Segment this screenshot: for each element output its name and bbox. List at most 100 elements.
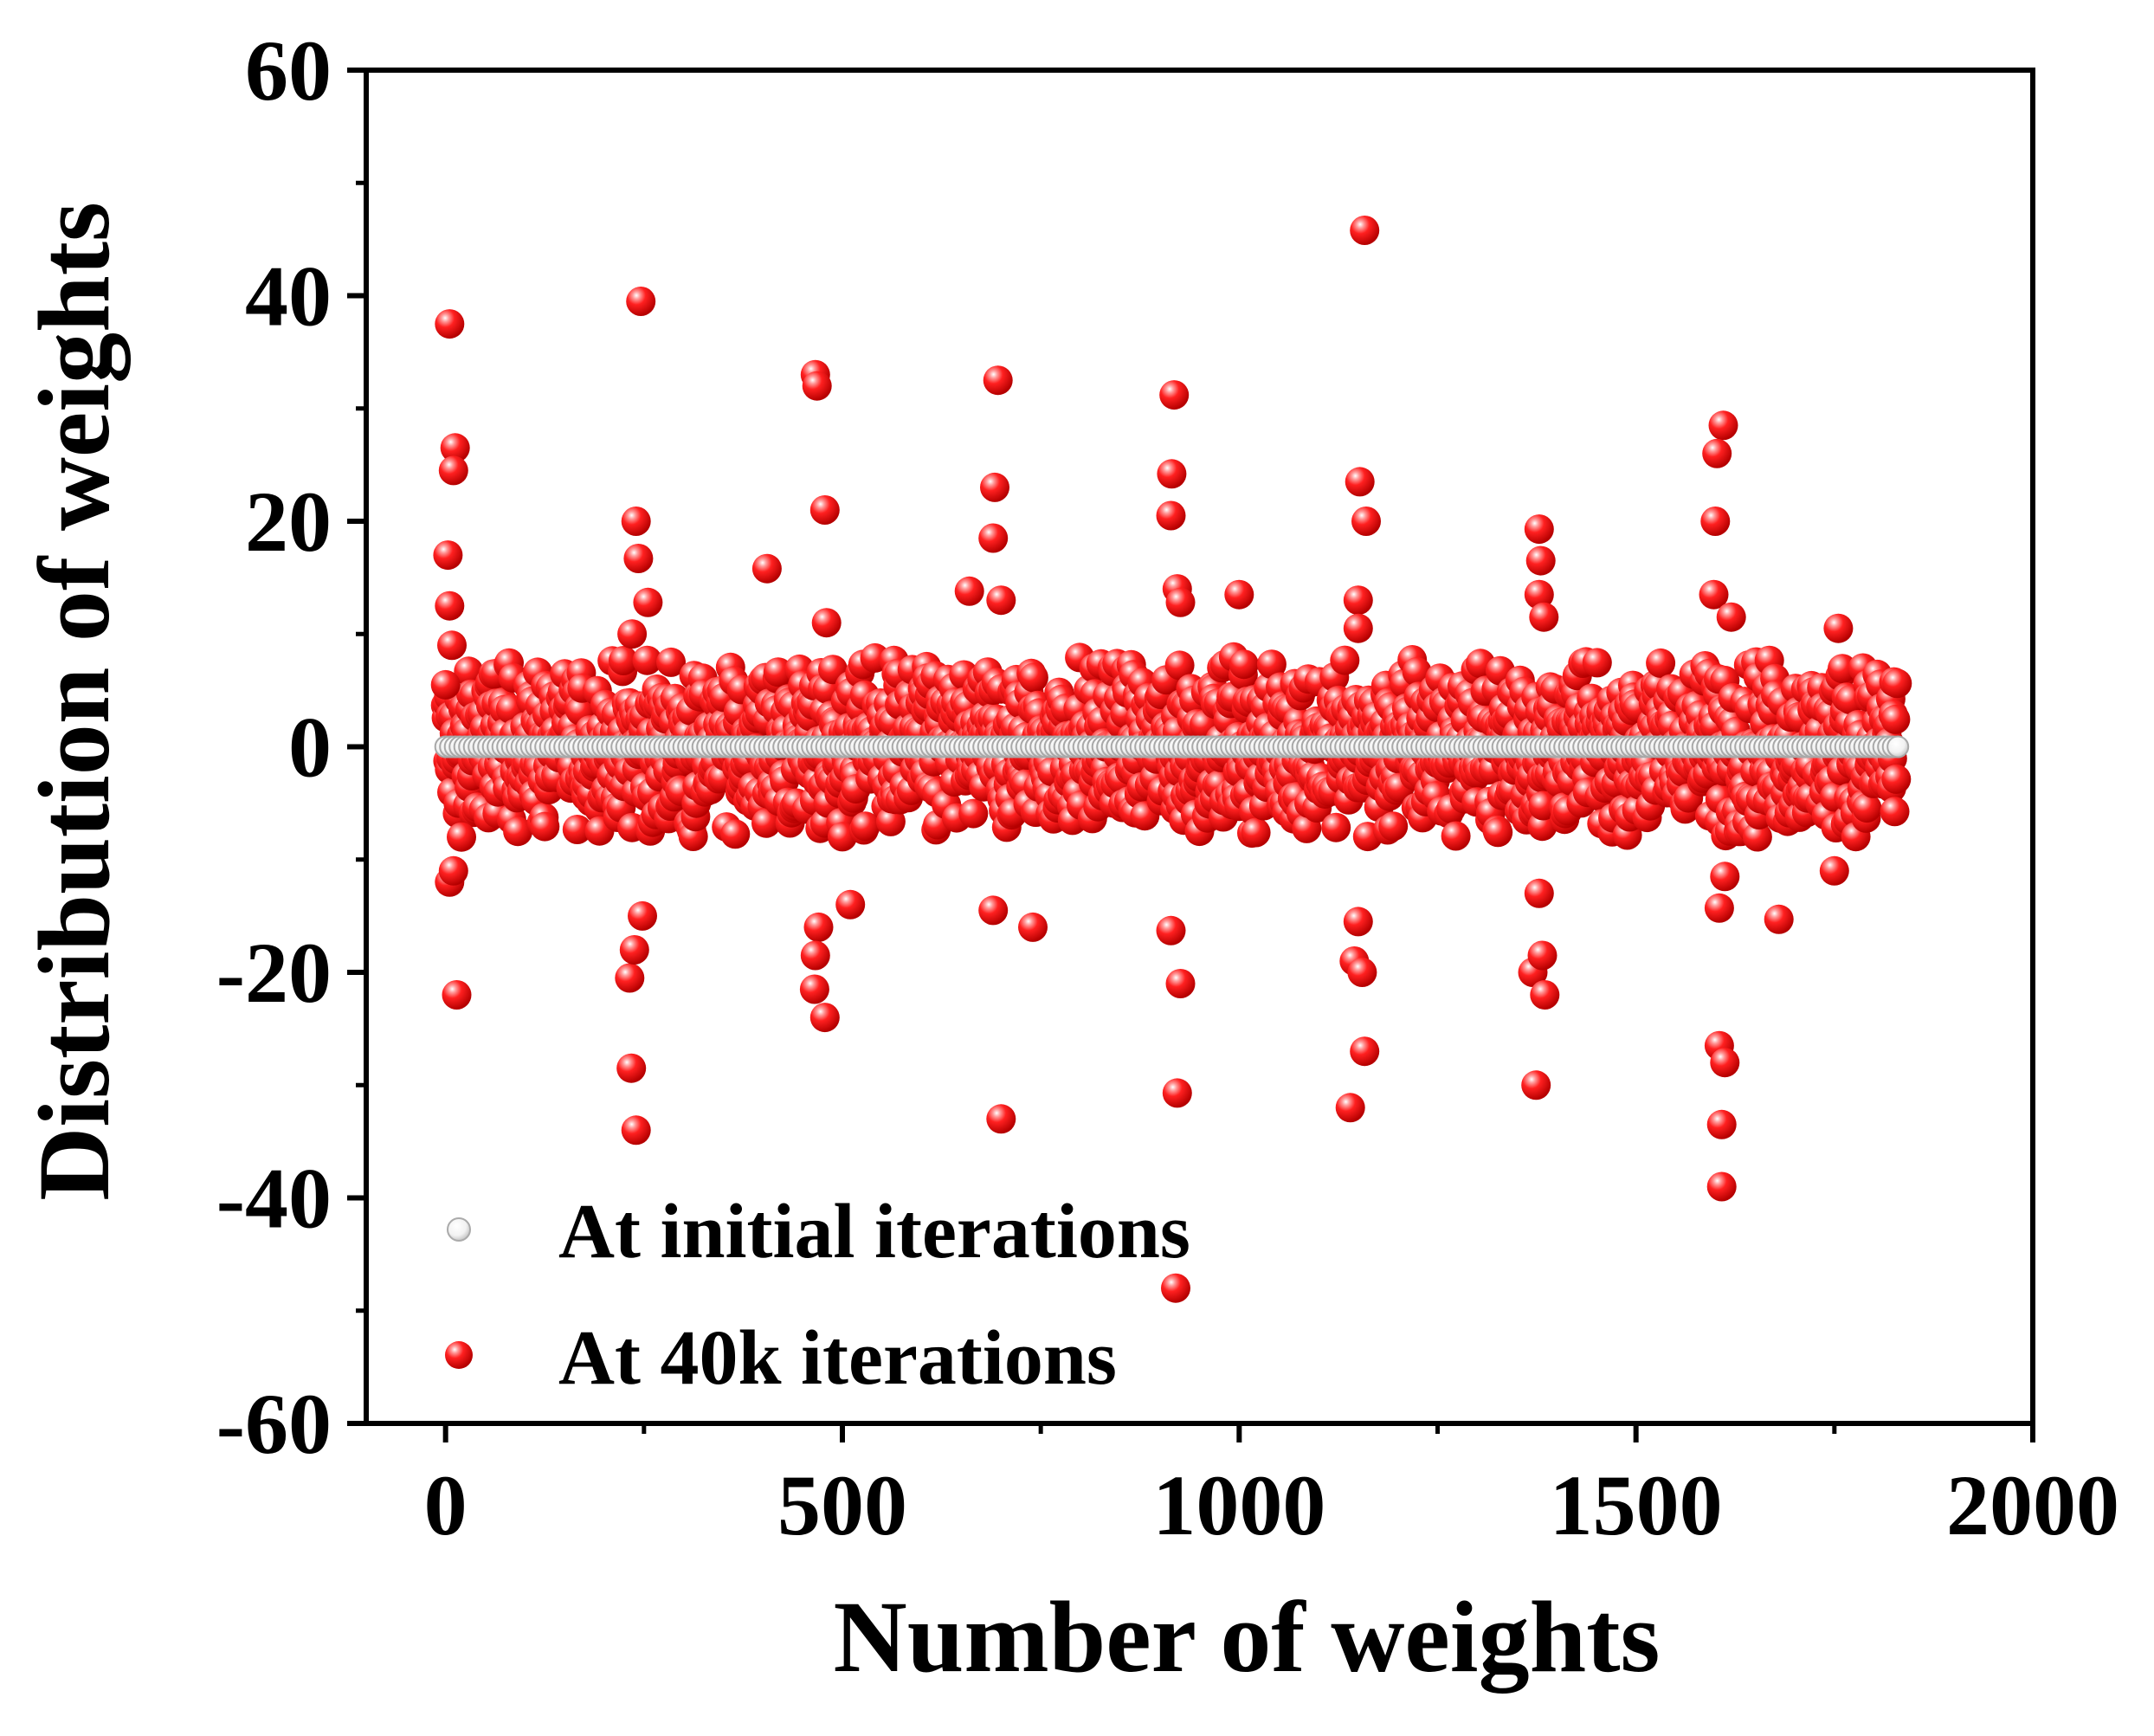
point-40k <box>1852 793 1882 823</box>
point-40k <box>1828 654 1857 684</box>
legend-item-initial: At initial iterations <box>447 1189 1190 1275</box>
point-40k <box>1343 585 1373 616</box>
x-tick-label: 500 <box>777 1457 907 1553</box>
point-40k <box>632 645 662 675</box>
point-40k <box>435 590 465 621</box>
point-40k <box>1524 878 1554 908</box>
x-axis-title: Number of weights <box>834 1580 1661 1694</box>
point-40k <box>1165 587 1196 617</box>
legend-item-40k: At 40k iterations <box>445 1315 1117 1401</box>
point-40k <box>954 576 984 606</box>
point-40k <box>1161 1273 1190 1303</box>
point-40k <box>616 1053 647 1083</box>
point-40k <box>1378 811 1409 842</box>
point-40k <box>802 371 832 401</box>
plot-area <box>364 68 2035 1426</box>
point-40k <box>1343 907 1373 937</box>
x-tick-label: 1000 <box>1152 1457 1325 1553</box>
point-40k <box>1882 668 1912 699</box>
point-40k <box>1524 579 1554 610</box>
point-40k <box>799 974 829 1004</box>
point-40k <box>621 507 651 536</box>
y-tick-label: 60 <box>245 23 332 119</box>
point-40k <box>1582 648 1612 678</box>
point-40k <box>1702 438 1732 468</box>
point-40k <box>440 433 470 463</box>
point-40k <box>435 309 465 339</box>
point-40k <box>623 544 654 573</box>
point-40k <box>1764 904 1794 934</box>
legend-label-initial: At initial iterations <box>558 1189 1190 1275</box>
x-tick-label: 1500 <box>1550 1457 1723 1553</box>
point-40k <box>1345 467 1375 497</box>
point-initial <box>1886 735 1910 758</box>
point-40k <box>1157 459 1187 489</box>
point-40k <box>809 495 840 525</box>
point-40k <box>803 912 834 942</box>
y-axis-title: Distribution of weights <box>17 202 131 1201</box>
point-40k <box>438 855 468 886</box>
point-40k <box>1156 915 1186 945</box>
point-40k <box>1164 650 1195 681</box>
point-40k <box>433 540 463 571</box>
legend-marker-40k <box>445 1341 473 1369</box>
y-tick-label: 0 <box>288 700 332 796</box>
point-40k <box>1646 648 1676 678</box>
point-40k <box>835 889 866 920</box>
point-40k <box>1351 507 1381 536</box>
point-40k <box>1229 649 1259 680</box>
point-40k <box>958 798 989 829</box>
point-40k <box>626 287 656 316</box>
y-tick-label: -40 <box>216 1151 332 1247</box>
point-40k <box>1347 958 1377 987</box>
point-40k <box>617 619 648 649</box>
point-40k <box>438 455 468 486</box>
point-40k <box>986 1104 1016 1134</box>
point-40k <box>1525 545 1556 576</box>
point-40k <box>621 1115 651 1146</box>
point-40k <box>751 553 782 584</box>
point-40k <box>1256 649 1287 680</box>
point-40k <box>986 585 1016 616</box>
point-40k <box>619 935 649 965</box>
point-40k <box>1819 855 1849 886</box>
point-40k <box>980 472 1009 502</box>
point-40k <box>503 816 533 847</box>
point-40k <box>1529 602 1559 632</box>
point-40k <box>1699 579 1729 610</box>
point-40k <box>430 669 461 700</box>
point-40k <box>447 822 476 852</box>
y-axis: -60 -40 -20 0 20 40 60 <box>216 23 366 1472</box>
point-40k <box>1742 822 1772 852</box>
x-axis: 0 500 1000 1500 2000 <box>424 1423 2119 1553</box>
point-40k <box>437 630 467 661</box>
point-40k <box>1527 940 1557 971</box>
point-40k <box>1706 1109 1737 1139</box>
point-40k <box>800 940 830 971</box>
point-40k <box>1350 1036 1380 1067</box>
point-40k <box>978 523 1009 553</box>
point-40k <box>809 1003 840 1033</box>
legend: At initial iterations At 40k iterations <box>445 1189 1190 1401</box>
point-40k <box>442 980 472 1010</box>
point-40k <box>1343 613 1373 643</box>
point-40k <box>1880 704 1911 734</box>
y-tick-label: 40 <box>245 248 332 345</box>
point-40k <box>562 815 592 844</box>
point-40k <box>1156 500 1186 531</box>
point-40k <box>1165 969 1196 998</box>
point-40k <box>1018 912 1048 942</box>
x-tick-label: 2000 <box>1946 1457 2119 1553</box>
point-40k <box>1704 893 1734 923</box>
point-40k <box>978 895 1009 926</box>
point-40k <box>1823 613 1854 643</box>
point-40k <box>1881 764 1912 794</box>
point-40k <box>763 657 793 687</box>
x-tick-label: 0 <box>424 1457 468 1553</box>
point-40k <box>1700 507 1731 536</box>
point-40k <box>1521 1070 1551 1100</box>
point-40k <box>1710 1048 1740 1078</box>
point-40k <box>1159 380 1190 410</box>
